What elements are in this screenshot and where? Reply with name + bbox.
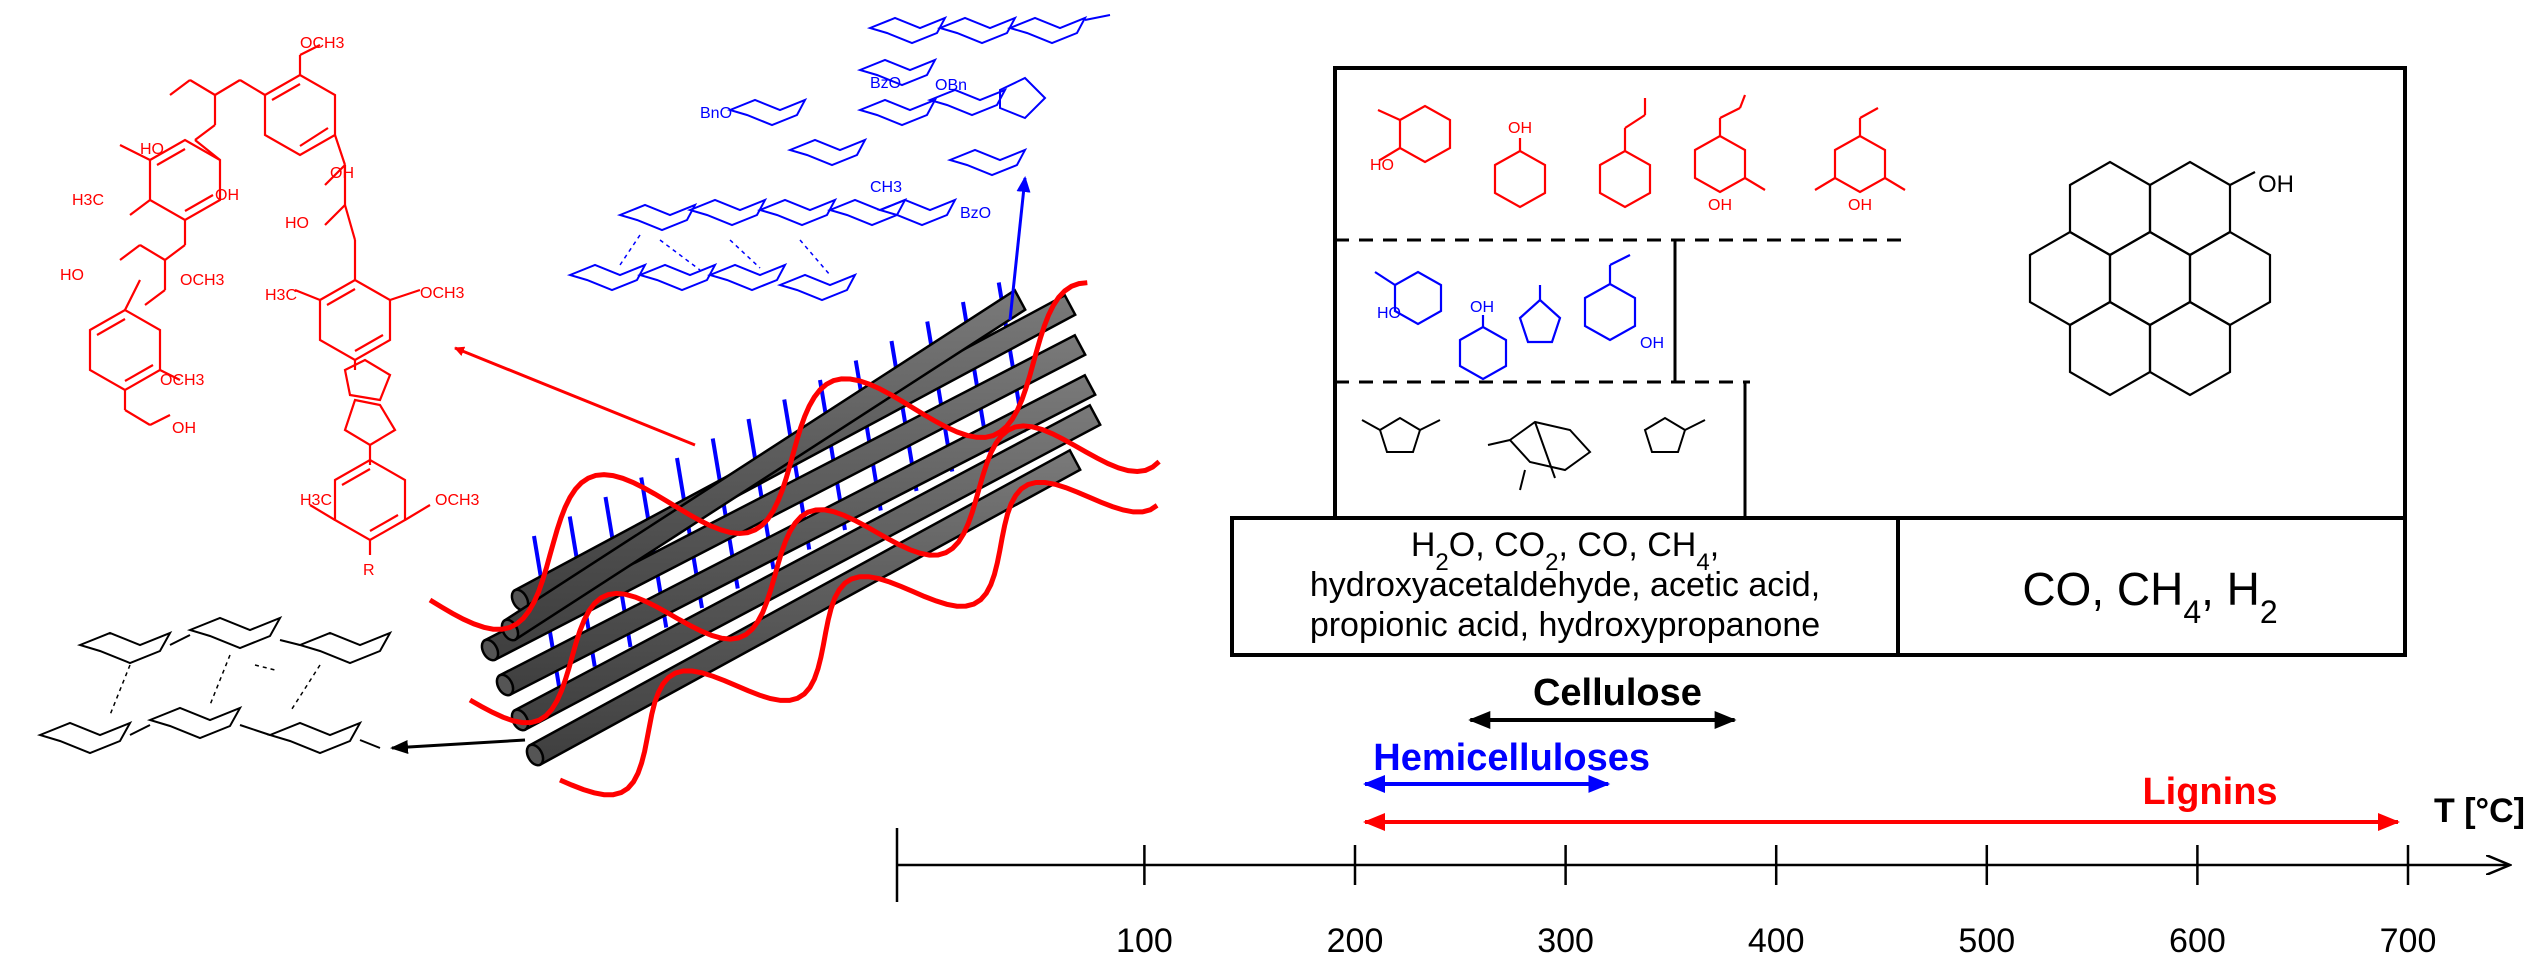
hemicelluloses-range-label: Hemicelluloses xyxy=(1373,737,1650,779)
hemicellulose-arrow xyxy=(1008,176,1031,321)
oh-label-8: OH xyxy=(1640,335,1664,352)
fibril-end xyxy=(495,673,515,697)
hemicellulose-hbonds xyxy=(619,234,831,276)
och3-label-4: OCH3 xyxy=(160,372,205,389)
temperature-ranges: Cellulose Hemicelluloses Lignins xyxy=(1363,672,2400,831)
gas-products-table: H2O, CO2, CO, CH4, hydroxyacetaldehyde, … xyxy=(1230,516,2407,657)
axis-title: T [°C] xyxy=(2434,792,2525,830)
axis-tick-label: 100 xyxy=(1116,922,1173,958)
lignin-monomer-labels: HO OH OH OH xyxy=(1370,120,1872,214)
axis-tick-label: 500 xyxy=(1958,922,2015,958)
lignin-structure xyxy=(88,44,431,555)
lignin-monomers xyxy=(1377,94,1906,209)
lignin-strand xyxy=(428,280,1088,632)
axis-tick-label: 700 xyxy=(2380,922,2437,958)
oh-label-2: OH xyxy=(330,165,354,182)
bzo-label-2: BzO xyxy=(960,205,991,222)
obn-label: OBn xyxy=(935,77,967,94)
hemicellulose-products xyxy=(1374,254,1637,381)
hemicellulose-labels: BzO OBn BnO CH3 BzO xyxy=(700,75,991,222)
oh-label-4: OH xyxy=(1508,120,1532,137)
och3-label: OCH3 xyxy=(300,35,345,52)
r-label: R xyxy=(363,562,375,579)
ho-label-5: HO xyxy=(1377,305,1401,322)
och3-label-2: OCH3 xyxy=(180,272,225,289)
h3c-label-3: H3C xyxy=(300,492,332,509)
h3c-label-2: H3C xyxy=(265,287,297,304)
h3c-label: H3C xyxy=(72,192,104,209)
pah-oh-label: OH xyxy=(2258,171,2294,198)
axis-tick-label: 200 xyxy=(1327,922,1384,958)
gas-right: CO, CH4, H2 xyxy=(2022,563,2277,630)
cellulose-products xyxy=(1361,416,1706,491)
axis-tick-label: 300 xyxy=(1537,922,1594,958)
cellulose-hbonds xyxy=(109,654,321,716)
lignin-labels: OCH3 HO OH OH HO H3C OCH3 H3C OCH3 HO OC… xyxy=(60,35,480,579)
lignin-strand xyxy=(559,480,1159,798)
oh-label-5: OH xyxy=(1708,197,1732,214)
fibril-end xyxy=(525,743,545,767)
products-box xyxy=(1333,66,2407,520)
lignin-arrow xyxy=(454,346,696,447)
ho-label: HO xyxy=(140,141,164,158)
gas-line-3: propionic acid, hydroxypropanone xyxy=(1310,606,1820,644)
lignin-strand xyxy=(468,423,1161,726)
hemicellulose-structure xyxy=(566,14,1111,302)
lignins-range-label: Lignins xyxy=(2142,771,2277,813)
ho-label-3: HO xyxy=(60,267,84,284)
ho-label-4: HO xyxy=(1370,157,1394,174)
gas-line-2: hydroxyacetaldehyde, acetic acid, xyxy=(1310,566,1820,604)
och3-label-3: OCH3 xyxy=(420,285,465,302)
bno-label: BnO xyxy=(700,105,732,122)
cellulose-structure xyxy=(36,616,393,755)
ch3-label: CH3 xyxy=(870,179,902,196)
gas-line-1: H2O, CO2, CO, CH4, xyxy=(1411,526,1719,576)
temperature-axis: 100 200 300 400 500 600 700 xyxy=(895,828,2510,958)
axis-tick-label: 400 xyxy=(1748,922,1805,958)
pah-structure xyxy=(2028,160,2272,397)
och3-label-5: OCH3 xyxy=(435,492,480,509)
oh-label-6: OH xyxy=(1848,197,1872,214)
ho-label-2: HO xyxy=(285,215,309,232)
oh-label-7: OH xyxy=(1470,299,1494,316)
cellulose-fibril xyxy=(498,373,1097,697)
axis-tick-label: 600 xyxy=(2169,922,2226,958)
cellulose-range-label: Cellulose xyxy=(1533,672,1702,714)
oh-label-3: OH xyxy=(172,420,196,437)
bzo-label: BzO xyxy=(870,75,901,92)
fiber-bundle xyxy=(428,280,1161,798)
fibril-end xyxy=(480,638,500,662)
oh-label: OH xyxy=(215,187,239,204)
hemicellulose-product-labels: HO OH OH xyxy=(1377,299,1664,352)
cellulose-arrow xyxy=(390,738,526,755)
